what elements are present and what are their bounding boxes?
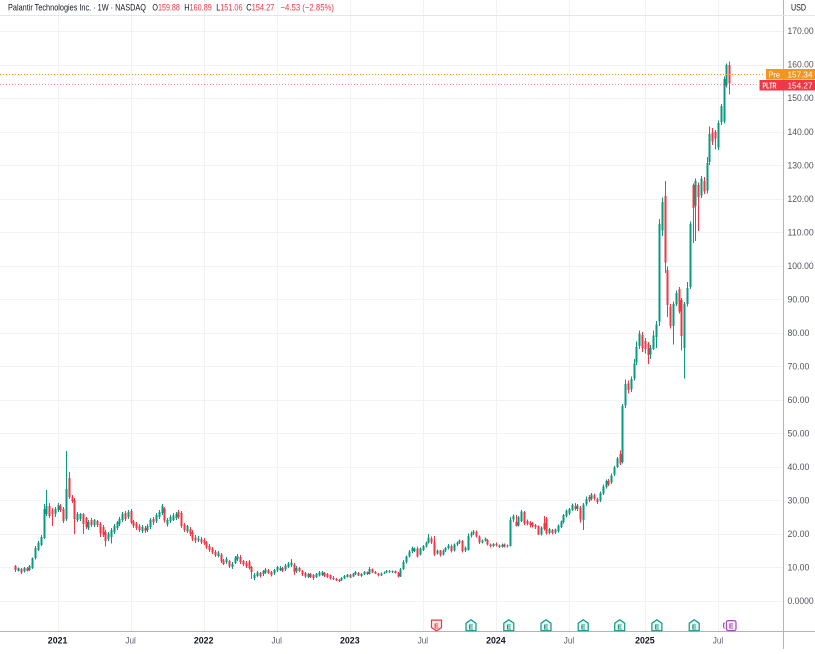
svg-text:Pre: Pre xyxy=(769,69,781,79)
svg-text:E: E xyxy=(469,624,474,631)
svg-text:10.00: 10.00 xyxy=(788,563,810,573)
svg-text:H160.89: H160.89 xyxy=(184,3,212,13)
svg-text:90.00: 90.00 xyxy=(788,294,810,304)
svg-text:2025: 2025 xyxy=(635,636,655,646)
svg-text:170.00: 170.00 xyxy=(788,26,814,36)
svg-text:−4.53 (−2.85%): −4.53 (−2.85%) xyxy=(281,3,335,13)
svg-text:150.00: 150.00 xyxy=(788,93,814,103)
svg-text:Jul: Jul xyxy=(125,636,135,646)
svg-text:154.27: 154.27 xyxy=(788,80,813,90)
svg-text:100.00: 100.00 xyxy=(788,261,814,271)
svg-text:Jul: Jul xyxy=(564,636,574,646)
svg-text:120.00: 120.00 xyxy=(788,194,814,204)
svg-text:L151.06: L151.06 xyxy=(216,3,242,13)
svg-text:E: E xyxy=(729,624,734,631)
svg-text:Jul: Jul xyxy=(272,636,282,646)
svg-text:160.00: 160.00 xyxy=(788,60,814,70)
svg-text:60.00: 60.00 xyxy=(788,395,810,405)
svg-text:70.00: 70.00 xyxy=(788,362,810,372)
svg-text:O159.88: O159.88 xyxy=(152,3,180,13)
svg-text:157.34: 157.34 xyxy=(788,69,813,79)
svg-text:USD: USD xyxy=(791,3,806,13)
svg-text:Palantir Technologies Inc. · 1: Palantir Technologies Inc. · 1W · NASDAQ xyxy=(8,3,146,13)
svg-text:2024: 2024 xyxy=(486,636,506,646)
svg-text:2023: 2023 xyxy=(340,636,360,646)
svg-text:E: E xyxy=(617,624,622,631)
svg-text:110.00: 110.00 xyxy=(788,227,814,237)
svg-text:40.00: 40.00 xyxy=(788,462,810,472)
svg-text:E: E xyxy=(544,624,549,631)
svg-text:PLTR: PLTR xyxy=(763,80,777,90)
svg-text:20.00: 20.00 xyxy=(788,529,810,539)
svg-text:E: E xyxy=(655,624,660,631)
svg-text:140.00: 140.00 xyxy=(788,127,814,137)
svg-text:2022: 2022 xyxy=(194,636,214,646)
svg-text:E: E xyxy=(581,624,586,631)
svg-text:0.0000: 0.0000 xyxy=(788,596,814,606)
svg-text:2021: 2021 xyxy=(48,636,68,646)
svg-text:30.00: 30.00 xyxy=(788,496,810,506)
svg-text:E: E xyxy=(506,624,511,631)
svg-text:130.00: 130.00 xyxy=(788,160,814,170)
svg-text:80.00: 80.00 xyxy=(788,328,810,338)
svg-text:Jul: Jul xyxy=(713,636,723,646)
svg-text:C154.27: C154.27 xyxy=(246,3,274,13)
svg-text:E: E xyxy=(434,623,439,630)
svg-text:E: E xyxy=(692,624,697,631)
svg-text:Jul: Jul xyxy=(418,636,428,646)
svg-text:50.00: 50.00 xyxy=(788,429,810,439)
